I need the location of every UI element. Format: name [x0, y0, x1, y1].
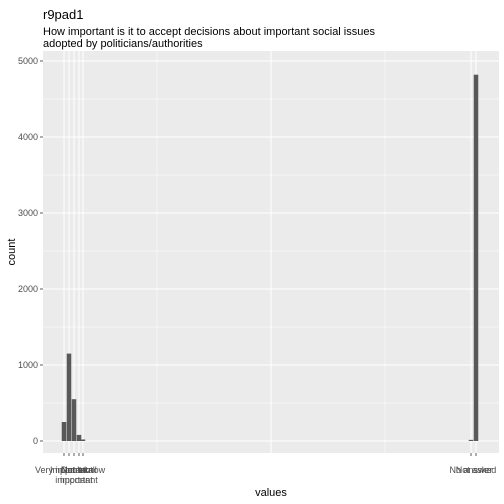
y-tick-label: 5000	[18, 56, 38, 66]
bars	[61, 74, 479, 442]
x-tick-label: Don't know	[61, 465, 106, 475]
x-tick-label: Not so important	[55, 465, 93, 485]
y-axis: 0 1000 2000 3000 4000 5000	[18, 56, 43, 446]
chart-title: r9pad1	[43, 7, 83, 22]
y-tick-label: 2000	[18, 284, 38, 294]
x-tick-label: Important	[50, 465, 89, 475]
y-tick-label: 4000	[18, 132, 38, 142]
y-tick-label: 1000	[18, 360, 38, 370]
x-tick-label: Not asked	[456, 465, 497, 475]
x-tick-label: Not at all important	[60, 465, 98, 485]
bar	[473, 74, 479, 442]
bar	[468, 439, 474, 441]
chart-subtitle-line-2: adopted by politicians/authorities	[43, 38, 203, 50]
bar	[80, 439, 86, 441]
bar	[66, 353, 72, 441]
grid	[43, 51, 499, 453]
x-axis-title: values	[255, 487, 287, 499]
chart-subtitle-line-1: How important is it to accept decisions …	[43, 26, 375, 38]
x-tick-label: No answer	[449, 465, 492, 475]
bar	[76, 434, 82, 441]
y-axis-title: count	[6, 239, 18, 266]
bar	[61, 422, 67, 441]
y-tick-label: 3000	[18, 208, 38, 218]
y-tick-label: 0	[33, 436, 38, 446]
bar	[71, 399, 77, 441]
x-tick-label: Very important	[35, 465, 94, 475]
